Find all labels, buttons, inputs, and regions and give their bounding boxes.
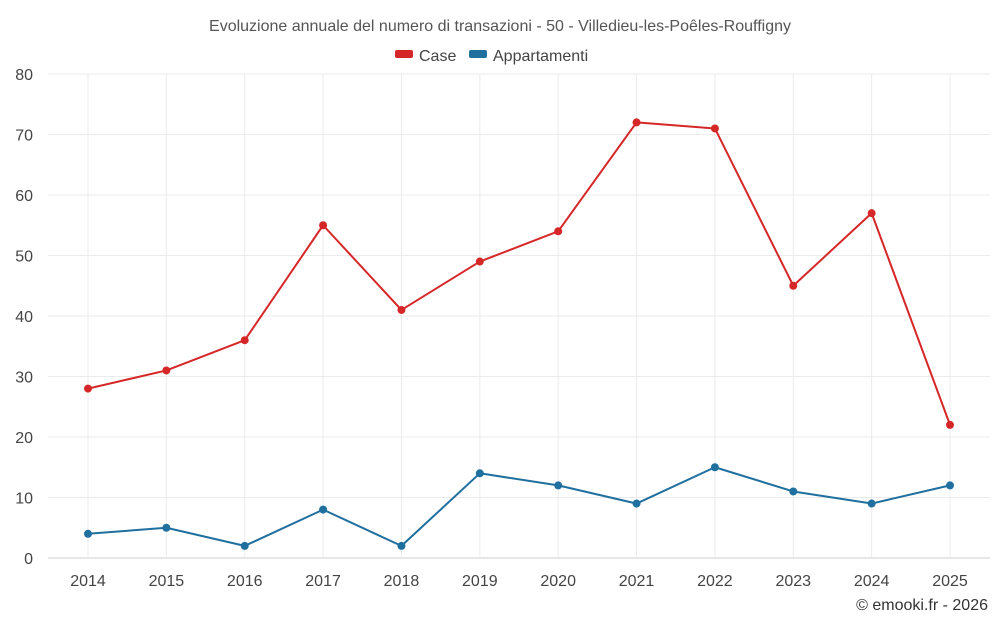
y-tick-label: 50 [15, 249, 33, 266]
x-tick-label: 2019 [462, 573, 498, 590]
data-point-appartamenti[interactable] [240, 541, 249, 550]
series-layer [84, 118, 954, 550]
data-point-case[interactable] [946, 420, 954, 429]
x-tick-label: 2024 [854, 573, 890, 590]
data-point-case[interactable] [632, 118, 641, 127]
data-point-case[interactable] [84, 384, 92, 393]
data-point-appartamenti[interactable] [475, 469, 484, 478]
data-point-case[interactable] [475, 257, 484, 266]
legend: Case Appartamenti [395, 48, 588, 65]
y-tick-label: 30 [15, 370, 33, 387]
legend-label-appartamenti: Appartamenti [493, 48, 588, 65]
y-tick-label: 70 [15, 128, 33, 145]
credit-text: © emooki.fr - 2026 [856, 597, 988, 614]
data-point-appartamenti[interactable] [84, 529, 92, 538]
data-point-appartamenti[interactable] [946, 481, 954, 490]
series-appartamenti [84, 463, 954, 550]
y-tick-label: 20 [15, 430, 33, 447]
x-tick-label: 2018 [384, 573, 420, 590]
data-point-case[interactable] [240, 336, 249, 345]
data-point-appartamenti[interactable] [319, 505, 328, 514]
data-point-appartamenti[interactable] [789, 487, 798, 496]
y-tick-label: 40 [15, 309, 33, 326]
legend-swatch-appartamenti [469, 50, 487, 58]
data-point-case[interactable] [710, 124, 719, 133]
data-point-case[interactable] [554, 227, 563, 236]
data-point-case[interactable] [162, 366, 171, 375]
x-tick-label: 2023 [775, 573, 811, 590]
y-tick-label: 10 [15, 491, 33, 508]
data-point-case[interactable] [397, 305, 406, 314]
legend-item-appartamenti[interactable]: Appartamenti [469, 48, 588, 65]
series-line-case [87, 121, 951, 426]
legend-swatch-case [395, 50, 413, 58]
data-point-case[interactable] [319, 221, 328, 230]
data-point-case[interactable] [867, 209, 876, 218]
x-tick-label: 2014 [70, 573, 106, 590]
y-tick-label: 60 [15, 188, 33, 205]
x-tick-label: 2017 [305, 573, 341, 590]
series-line-appartamenti [87, 466, 951, 547]
data-point-appartamenti[interactable] [162, 523, 171, 532]
series-case [84, 118, 954, 429]
data-point-appartamenti[interactable] [554, 481, 563, 490]
x-tick-label: 2025 [932, 573, 968, 590]
chart-title: Evoluzione annuale del numero di transaz… [209, 18, 791, 35]
x-tick-label: 2016 [227, 573, 263, 590]
x-tick-label: 2015 [149, 573, 185, 590]
data-point-appartamenti[interactable] [397, 541, 406, 550]
y-tick-label: 0 [24, 551, 33, 568]
legend-label-case: Case [419, 48, 456, 65]
x-tick-label: 2021 [619, 573, 655, 590]
y-tick-label: 80 [15, 67, 33, 84]
axes: 0 10 20 30 40 50 60 70 80 2014 2015 2016 2017 2018 201… [15, 67, 968, 590]
legend-item-case[interactable]: Case [395, 48, 456, 65]
data-point-appartamenti[interactable] [867, 499, 876, 508]
data-point-appartamenti[interactable] [710, 463, 719, 472]
x-tick-label: 2022 [697, 573, 733, 590]
x-tick-label: 2020 [540, 573, 576, 590]
data-point-case[interactable] [789, 281, 798, 290]
data-point-appartamenti[interactable] [632, 499, 641, 508]
grid [48, 73, 990, 559]
